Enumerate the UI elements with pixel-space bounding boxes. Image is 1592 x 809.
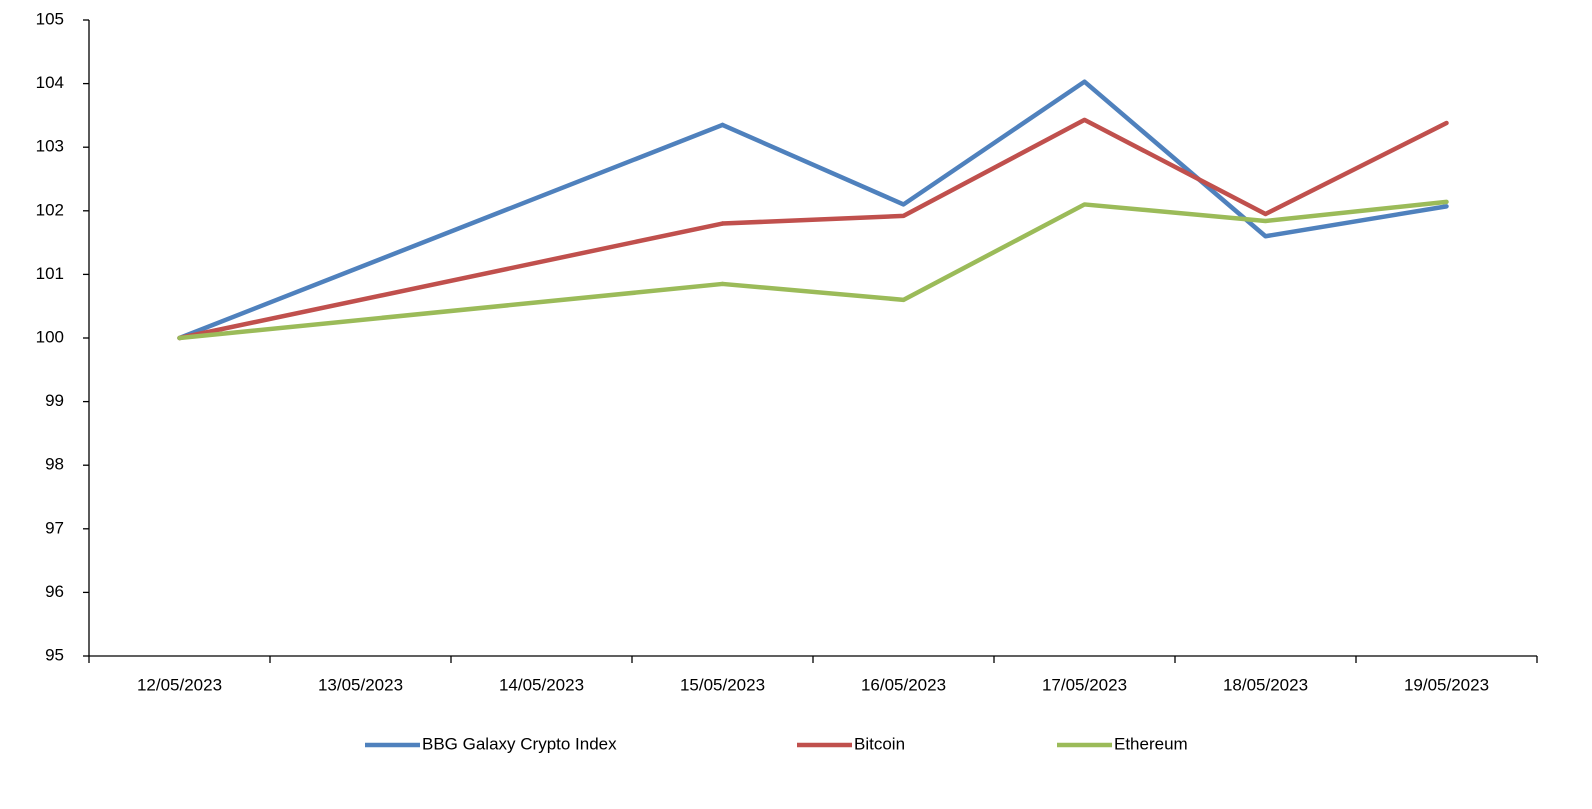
x-tick-label: 16/05/2023 [861, 675, 946, 694]
x-tick-label: 15/05/2023 [680, 675, 765, 694]
y-tick-label: 99 [45, 391, 64, 410]
gap-connector [177, 281, 725, 341]
y-tick-label: 97 [45, 518, 64, 537]
y-tick-label: 105 [36, 9, 64, 28]
legend-label: Ethereum [1114, 734, 1188, 753]
gap-connector [177, 221, 725, 341]
legend-label: Bitcoin [854, 734, 905, 753]
x-tick-label: 18/05/2023 [1223, 675, 1308, 694]
y-tick-label: 103 [36, 137, 64, 156]
series-line [720, 117, 1449, 226]
y-tick-label: 98 [45, 455, 64, 474]
y-tick-label: 104 [36, 73, 64, 92]
y-tick-label: 96 [45, 582, 64, 601]
legend-label: BBG Galaxy Crypto Index [422, 734, 617, 753]
x-tick-label: 17/05/2023 [1042, 675, 1127, 694]
y-tick-label: 102 [36, 200, 64, 219]
series-line [720, 79, 1449, 239]
gap-connector [177, 122, 725, 341]
x-tick-label: 19/05/2023 [1404, 675, 1489, 694]
y-tick-label: 101 [36, 264, 64, 283]
x-tick-label: 14/05/2023 [499, 675, 584, 694]
y-tick-label: 100 [36, 327, 64, 346]
x-tick-label: 13/05/2023 [318, 675, 403, 694]
y-tick-label: 95 [45, 645, 64, 664]
series-line [720, 199, 1449, 303]
x-tick-label: 12/05/2023 [137, 675, 222, 694]
